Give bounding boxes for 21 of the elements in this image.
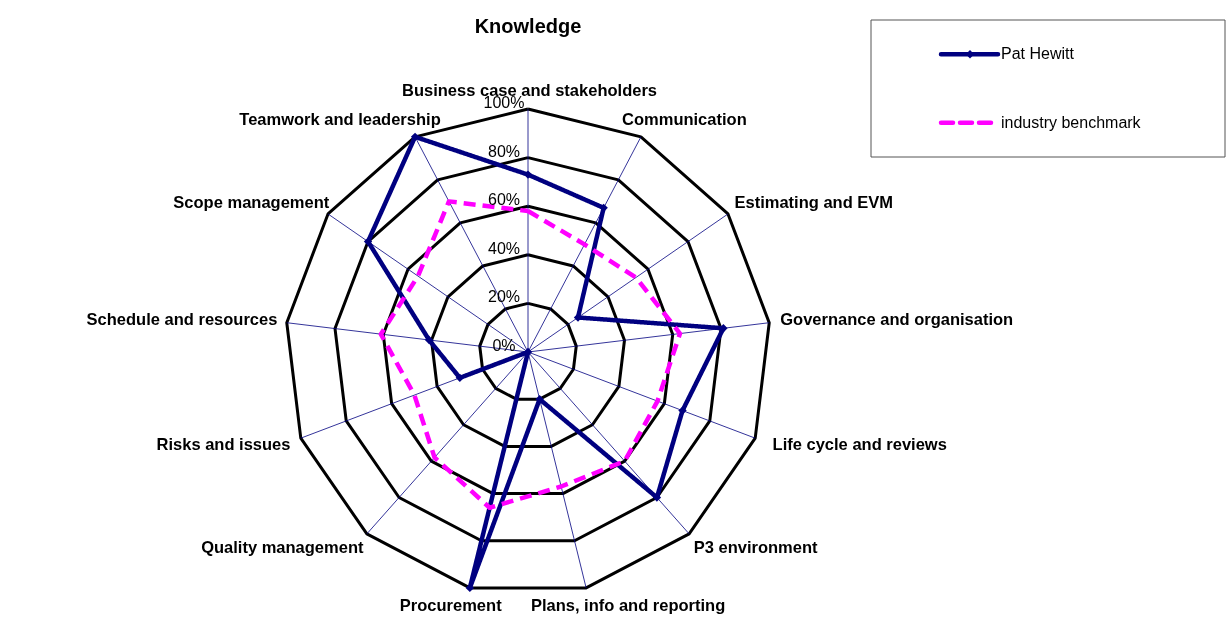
spoke-label: Teamwork and leadership [239,110,441,129]
legend-label: industry benchmark [1001,113,1142,131]
spoke-label: Estimating and EVM [734,193,894,212]
spoke-label: Life cycle and reviews [772,434,947,453]
legend-label: Pat Hewitt [1001,45,1075,63]
spoke-label: Plans, info and reporting [530,595,726,614]
spoke-label: Scope management [173,193,330,212]
spoke-label: Schedule and resources [86,310,278,329]
y-tick-label: 80% [487,142,521,160]
spoke-label: Governance and organisation [780,310,1014,329]
spoke-label: Risks and issues [156,434,291,453]
spoke-label: Communication [622,110,747,129]
y-tick-label: 20% [487,288,521,306]
spoke-label: P3 environment [693,537,819,556]
spoke-label: Quality management [201,537,364,556]
chart-title: Knowledge [474,15,582,37]
spoke-label: Procurement [399,595,503,614]
y-tick-label: 100% [483,94,525,111]
y-tick-label: 0% [492,337,516,354]
y-tick-label: 60% [487,191,521,209]
y-tick-label: 40% [487,239,521,257]
